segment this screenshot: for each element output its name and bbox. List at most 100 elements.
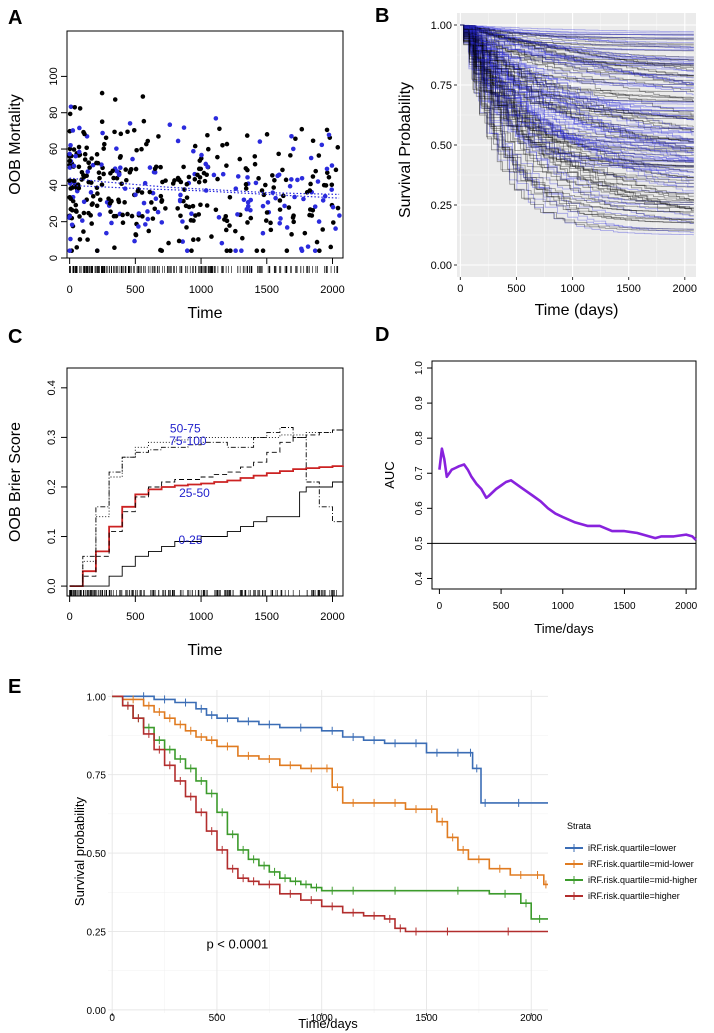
- legend-entry: iRF.risk.quartile=higher: [588, 891, 680, 901]
- event-point: [117, 155, 123, 160]
- censored-point: [143, 222, 148, 227]
- survival-curve: [460, 24, 694, 98]
- event-point: [268, 227, 274, 233]
- event-point: [184, 195, 190, 200]
- km-curve-0: [112, 695, 548, 804]
- survival-curve: [460, 24, 694, 143]
- survival-curve: [460, 24, 694, 51]
- event-point: [103, 135, 109, 141]
- event-point: [129, 213, 135, 219]
- censored-point: [127, 121, 133, 126]
- event-point: [317, 248, 322, 254]
- event-point: [181, 164, 186, 170]
- event-point: [333, 167, 339, 173]
- survival-curve: [460, 24, 694, 143]
- survival-curve: [460, 24, 694, 230]
- x-tick-label: 500: [507, 283, 525, 295]
- panel-letter: D: [375, 324, 389, 346]
- x-tick-label: 0: [67, 284, 73, 296]
- x-tick-label: 1000: [552, 601, 575, 612]
- event-point: [310, 138, 316, 144]
- censored-point: [142, 180, 148, 186]
- censored-point: [287, 183, 293, 189]
- censored-point: [273, 195, 278, 201]
- survival-curve: [460, 24, 694, 161]
- survival-curve: [460, 24, 694, 48]
- survival-curve: [460, 24, 694, 150]
- event-point: [77, 214, 82, 219]
- y-axis-label: AUC: [382, 461, 397, 488]
- x-tick-label: 1500: [415, 1013, 438, 1024]
- censored-point: [337, 213, 342, 218]
- censored-point: [245, 203, 251, 209]
- censored-point: [85, 169, 91, 174]
- event-point: [240, 235, 245, 241]
- survival-curve: [460, 24, 694, 46]
- censored-point: [133, 192, 138, 198]
- event-point: [97, 175, 102, 181]
- event-point: [116, 199, 122, 205]
- censored-point: [320, 198, 326, 203]
- survival-curve: [460, 24, 694, 85]
- panel-d: D 0 500 1000 1500 2000 0.4 0.5 0.6 0.7 0.8 0.9 1.0 Ti…: [375, 324, 698, 636]
- survival-curve: [460, 24, 694, 201]
- survival-curve: [460, 24, 694, 89]
- event-point: [172, 178, 177, 183]
- survival-curve: [460, 24, 694, 39]
- survival-curve: [460, 24, 694, 141]
- survival-curve: [460, 24, 694, 44]
- survival-curve: [460, 24, 694, 61]
- survival-curve: [460, 24, 694, 160]
- censored-point: [175, 138, 181, 144]
- survival-curve: [460, 24, 694, 51]
- event-point: [71, 184, 77, 190]
- event-point: [107, 201, 113, 206]
- survival-curve: [460, 24, 694, 102]
- event-point: [307, 212, 312, 218]
- y-axis-label: Survival Probability: [397, 82, 414, 218]
- censored-point: [73, 153, 78, 159]
- survival-curve: [460, 24, 694, 168]
- x-tick-label: 1500: [255, 284, 279, 296]
- y-tick-label: 0.50: [87, 849, 107, 860]
- censored-point: [118, 165, 123, 171]
- censored-point: [114, 146, 119, 151]
- x-tick-label: 500: [126, 611, 144, 623]
- event-point: [307, 207, 313, 212]
- event-point: [224, 163, 229, 168]
- event-point: [113, 213, 119, 219]
- y-tick-label: 80: [48, 107, 60, 119]
- event-point: [112, 245, 117, 251]
- event-point: [252, 154, 258, 159]
- survival-curve: [460, 24, 694, 117]
- event-point: [260, 248, 266, 254]
- event-point: [215, 154, 220, 160]
- survival-curve: [460, 24, 694, 40]
- event-point: [252, 161, 258, 167]
- event-point: [202, 178, 208, 184]
- censored-point: [88, 190, 94, 195]
- plot-border: [66, 30, 344, 259]
- plot-background: [108, 690, 548, 1013]
- censored-point: [97, 212, 103, 217]
- survival-curve: [460, 24, 694, 115]
- censored-point: [90, 162, 96, 168]
- survival-curve: [460, 24, 694, 65]
- panel-letter: E: [8, 676, 21, 698]
- censored-point: [180, 239, 186, 244]
- event-point: [184, 181, 190, 187]
- event-point: [96, 170, 102, 175]
- event-point: [166, 240, 171, 246]
- event-point: [101, 146, 107, 151]
- event-point: [87, 165, 92, 170]
- event-point: [73, 202, 79, 208]
- event-point: [220, 142, 225, 148]
- brier-curve-dotted: [69, 429, 343, 587]
- survival-curve: [460, 24, 694, 63]
- x-tick-label: 500: [209, 1013, 226, 1024]
- censored-point: [145, 209, 150, 214]
- event-point: [330, 220, 336, 225]
- event-point: [233, 228, 238, 234]
- event-point: [314, 239, 320, 245]
- event-point: [227, 194, 233, 200]
